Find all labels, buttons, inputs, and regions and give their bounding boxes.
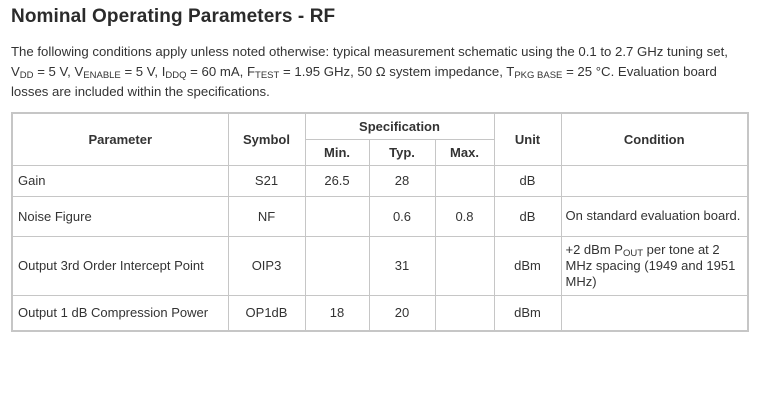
intro-paragraph: The following conditions apply unless no… <box>11 44 728 99</box>
cell-typ: 28 <box>368 164 436 197</box>
cell-min <box>304 235 370 296</box>
cell-min: 26.5 <box>304 164 370 197</box>
cell-max <box>434 235 495 296</box>
cell-symbol: OIP3 <box>227 235 306 296</box>
table-row: Gain S21 26.5 28 dB <box>11 164 749 197</box>
cell-parameter: Noise Figure <box>11 195 229 237</box>
cell-condition <box>560 294 749 332</box>
page-title: Nominal Operating Parameters - RF <box>11 6 336 27</box>
cell-condition: +2 dBm POUT per tone at 2 MHz spacing (1… <box>560 235 749 296</box>
cell-max: 0.8 <box>434 195 495 237</box>
cell-typ: 31 <box>368 235 436 296</box>
header-condition: Condition <box>560 112 749 166</box>
cell-typ: 20 <box>368 294 436 332</box>
header-unit: Unit <box>493 112 562 166</box>
header-typ: Typ. <box>368 138 436 166</box>
cell-symbol: S21 <box>227 164 306 197</box>
cell-unit: dBm <box>493 235 562 296</box>
header-specification: Specification <box>304 112 495 140</box>
table-row: Output 3rd Order Intercept Point OIP3 31… <box>11 235 749 296</box>
cell-min <box>304 195 370 237</box>
cell-min: 18 <box>304 294 370 332</box>
cell-parameter: Gain <box>11 164 229 197</box>
cell-symbol: NF <box>227 195 306 237</box>
cell-condition <box>560 164 749 197</box>
cell-typ: 0.6 <box>368 195 436 237</box>
header-parameter: Parameter <box>11 112 229 166</box>
table-row: Output 1 dB Compression Power OP1dB 18 2… <box>11 294 749 332</box>
rf-parameters-table: Parameter Symbol Specification Unit Cond… <box>11 112 749 332</box>
cell-unit: dB <box>493 164 562 197</box>
cell-unit: dBm <box>493 294 562 332</box>
header-min: Min. <box>304 138 370 166</box>
cell-condition: On standard evaluation board. <box>560 195 749 237</box>
header-symbol: Symbol <box>227 112 306 166</box>
cell-symbol: OP1dB <box>227 294 306 332</box>
cell-max <box>434 294 495 332</box>
cell-unit: dB <box>493 195 562 237</box>
cell-max <box>434 164 495 197</box>
subheader-row: Min. Typ. Max. <box>12 138 748 166</box>
header-row: Parameter Symbol Specification Unit Cond… <box>11 112 749 166</box>
cell-parameter: Output 1 dB Compression Power <box>11 294 229 332</box>
header-max: Max. <box>434 138 495 166</box>
cell-parameter: Output 3rd Order Intercept Point <box>11 235 229 296</box>
table-row: Noise Figure NF 0.6 0.8 dB On standard e… <box>11 195 749 237</box>
